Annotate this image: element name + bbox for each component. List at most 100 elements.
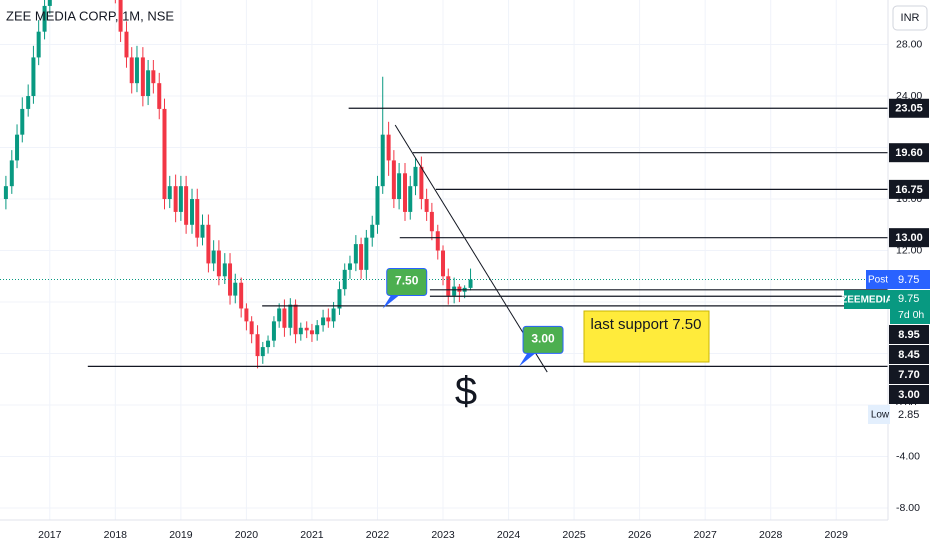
candle-body — [239, 282, 244, 309]
candle-body — [321, 317, 326, 326]
candle-body — [140, 57, 145, 97]
price-tag — [890, 290, 930, 325]
y-tick-label: 28.00 — [896, 38, 922, 50]
candle-body — [304, 327, 309, 331]
candle-body — [134, 57, 139, 84]
candle-body — [15, 134, 20, 161]
callout-box — [386, 267, 428, 296]
candle-body — [271, 321, 276, 341]
level-tag — [889, 345, 929, 365]
x-tick-label: 2028 — [759, 529, 783, 541]
last-price: 9.75 — [898, 293, 919, 305]
candle-body — [364, 237, 369, 270]
candle-body — [315, 325, 320, 335]
level-tag-label: 3.00 — [898, 389, 919, 401]
candle-body — [386, 134, 391, 161]
candle-body — [452, 286, 457, 296]
candle-body — [370, 224, 375, 238]
level-tag-label: 7.70 — [898, 369, 919, 381]
candle-body — [228, 263, 233, 296]
callout-box — [522, 325, 564, 354]
candle-body — [468, 279, 473, 288]
candle-body — [441, 250, 446, 277]
candle-body — [457, 286, 462, 292]
level-tag — [889, 98, 929, 118]
note-box — [583, 310, 710, 363]
level-tag-label: 8.45 — [898, 349, 919, 361]
x-tick-label: 2026 — [628, 529, 652, 541]
candle-body — [206, 224, 211, 264]
level-tag-label: 8.95 — [898, 329, 919, 341]
candle-body — [413, 166, 418, 187]
candle-body — [167, 186, 172, 200]
candle-body — [118, 0, 123, 32]
candle-body — [403, 173, 408, 212]
candle-body — [309, 330, 314, 335]
low-price: 2.85 — [898, 409, 919, 421]
candle-body — [266, 340, 271, 348]
candle-body — [195, 199, 200, 238]
candle-body — [200, 224, 205, 238]
candle-body — [326, 317, 331, 322]
x-tick-label: 2017 — [38, 529, 62, 541]
candle-body — [282, 308, 287, 328]
candle-body — [419, 166, 424, 200]
chart-title: ZEE MEDIA CORP, 1M, NSE — [6, 8, 174, 23]
candle-body — [162, 108, 167, 200]
low-tag — [868, 405, 892, 425]
candle-body — [277, 308, 282, 322]
x-tick-label: 2029 — [825, 529, 849, 541]
candle-body — [47, 0, 52, 6]
candle-body — [233, 282, 238, 296]
candle-body — [151, 70, 156, 84]
countdown: 7d 0h — [898, 309, 924, 321]
callout-label: 3.00 — [531, 332, 555, 346]
currency[interactable]: INR — [901, 12, 920, 24]
candle-body — [36, 31, 41, 58]
candle-body — [124, 31, 129, 58]
level-tag — [889, 385, 929, 405]
level-tag — [889, 228, 929, 248]
candle-body — [446, 276, 451, 296]
candle-body — [375, 186, 380, 225]
candle-body — [380, 134, 385, 187]
y-tick-label: -4.00 — [896, 450, 920, 462]
candle-body — [3, 186, 8, 200]
candle-body — [288, 304, 293, 328]
x-tick-label: 2020 — [235, 529, 259, 541]
callout-pointer — [382, 292, 403, 309]
grid — [0, 0, 888, 520]
level-tag-label: 16.75 — [895, 184, 923, 196]
candle-body — [397, 173, 402, 200]
x-tick-label: 2025 — [562, 529, 586, 541]
symbol-tag-label: ZEEMEDIA — [841, 295, 893, 306]
low-price-tag — [890, 405, 930, 425]
currency-box[interactable] — [892, 5, 928, 31]
post-tag — [866, 270, 890, 290]
candle-body — [20, 108, 25, 135]
candle-body — [129, 57, 134, 84]
candle-body — [260, 347, 265, 357]
candle-body — [391, 160, 396, 200]
symbol-note: $ — [455, 370, 477, 414]
callout-pointer — [519, 350, 540, 367]
x-tick-label: 2021 — [300, 529, 324, 541]
symbol-tag — [844, 290, 890, 310]
candle-body — [211, 250, 216, 264]
level-tag-label: 13.00 — [895, 232, 923, 244]
post-price-tag — [890, 270, 930, 290]
level-tag-label: 23.05 — [895, 103, 923, 115]
candle-body — [178, 186, 183, 212]
candle-body — [435, 231, 440, 251]
y-tick-label: 12.00 — [896, 244, 922, 256]
level-tag — [889, 365, 929, 385]
candle-body — [353, 244, 358, 264]
candle-body — [298, 327, 303, 335]
candle-body — [157, 83, 162, 109]
trendline — [394, 124, 548, 373]
candle-body — [216, 250, 221, 277]
post-price: 9.75 — [898, 274, 919, 286]
candle-body — [26, 96, 31, 109]
